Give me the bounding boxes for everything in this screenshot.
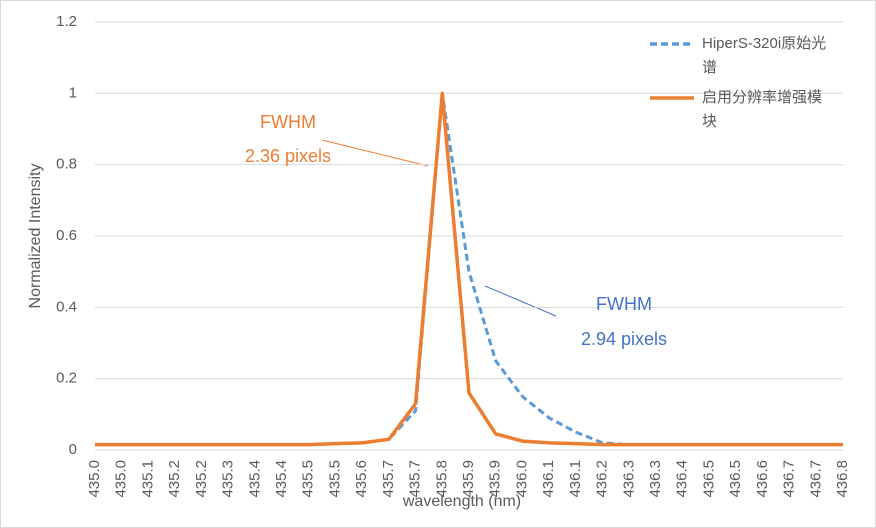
y-axis-label: Normalized Intensity: [27, 164, 44, 309]
x-tick-label: 436.6: [754, 460, 771, 498]
x-tick-label: 436.2: [594, 460, 611, 498]
leader-line: [484, 285, 557, 317]
x-tick-label: 436.3: [620, 460, 637, 498]
x-tick-label: 436.5: [700, 460, 717, 498]
x-tick-label: 436.1: [567, 460, 584, 498]
y-tick-label: 0.4: [56, 298, 77, 315]
y-tick-label: 0.2: [56, 370, 77, 387]
x-tick-label: 435.2: [193, 460, 210, 498]
x-tick-label: 436.7: [781, 460, 798, 498]
x-tick-label: 435.9: [487, 460, 504, 498]
x-tick-label: 435.0: [113, 460, 130, 498]
y-tick-label: 1.2: [56, 13, 77, 30]
annotation: FWHM: [260, 112, 316, 132]
annotation: 2.94 pixels: [581, 329, 667, 349]
x-tick-label: 435.4: [246, 460, 263, 498]
x-tick-label: 436.7: [807, 460, 824, 498]
x-axis-label: wavelength (nm): [402, 493, 521, 510]
x-tick-label: 435.0: [86, 460, 103, 498]
x-tick-label: 435.5: [300, 460, 317, 498]
x-tick-label: 436.1: [540, 460, 557, 498]
annotation: FWHM: [596, 294, 652, 314]
x-tick-label: 436.5: [727, 460, 744, 498]
x-tick-label: 436.3: [647, 460, 664, 498]
x-tick-label: 436.4: [674, 460, 691, 498]
x-tick-label: 435.9: [460, 460, 477, 498]
leader-line: [321, 139, 429, 167]
x-tick-label: 435.8: [433, 460, 450, 498]
annotation: 2.36 pixels: [245, 146, 331, 166]
y-tick-label: 0.8: [56, 156, 77, 173]
legend-label: HiperS-320i原始光谱: [702, 35, 826, 76]
x-tick-label: 435.1: [139, 460, 156, 498]
x-tick-label: 435.5: [326, 460, 343, 498]
series-line: [95, 91, 843, 447]
x-tick-label: 436.8: [834, 460, 851, 498]
x-tick-label: 435.2: [166, 460, 183, 498]
y-tick-label: 1: [69, 84, 77, 101]
legend-label: 启用分辨率增强模块: [702, 89, 822, 130]
x-tick-label: 435.4: [273, 460, 290, 498]
x-tick-label: 435.7: [380, 460, 397, 498]
x-tick-label: 435.3: [220, 460, 237, 498]
y-tick-label: 0: [69, 441, 77, 458]
x-tick-label: 435.7: [407, 460, 424, 498]
x-tick-label: 435.6: [353, 460, 370, 498]
y-tick-label: 0.6: [56, 227, 77, 244]
x-tick-label: 436.0: [513, 460, 530, 498]
